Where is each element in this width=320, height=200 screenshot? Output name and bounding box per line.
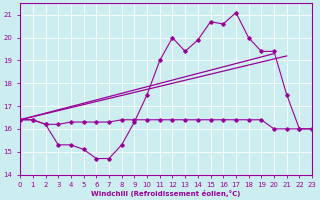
X-axis label: Windchill (Refroidissement éolien,°C): Windchill (Refroidissement éolien,°C) — [92, 190, 241, 197]
